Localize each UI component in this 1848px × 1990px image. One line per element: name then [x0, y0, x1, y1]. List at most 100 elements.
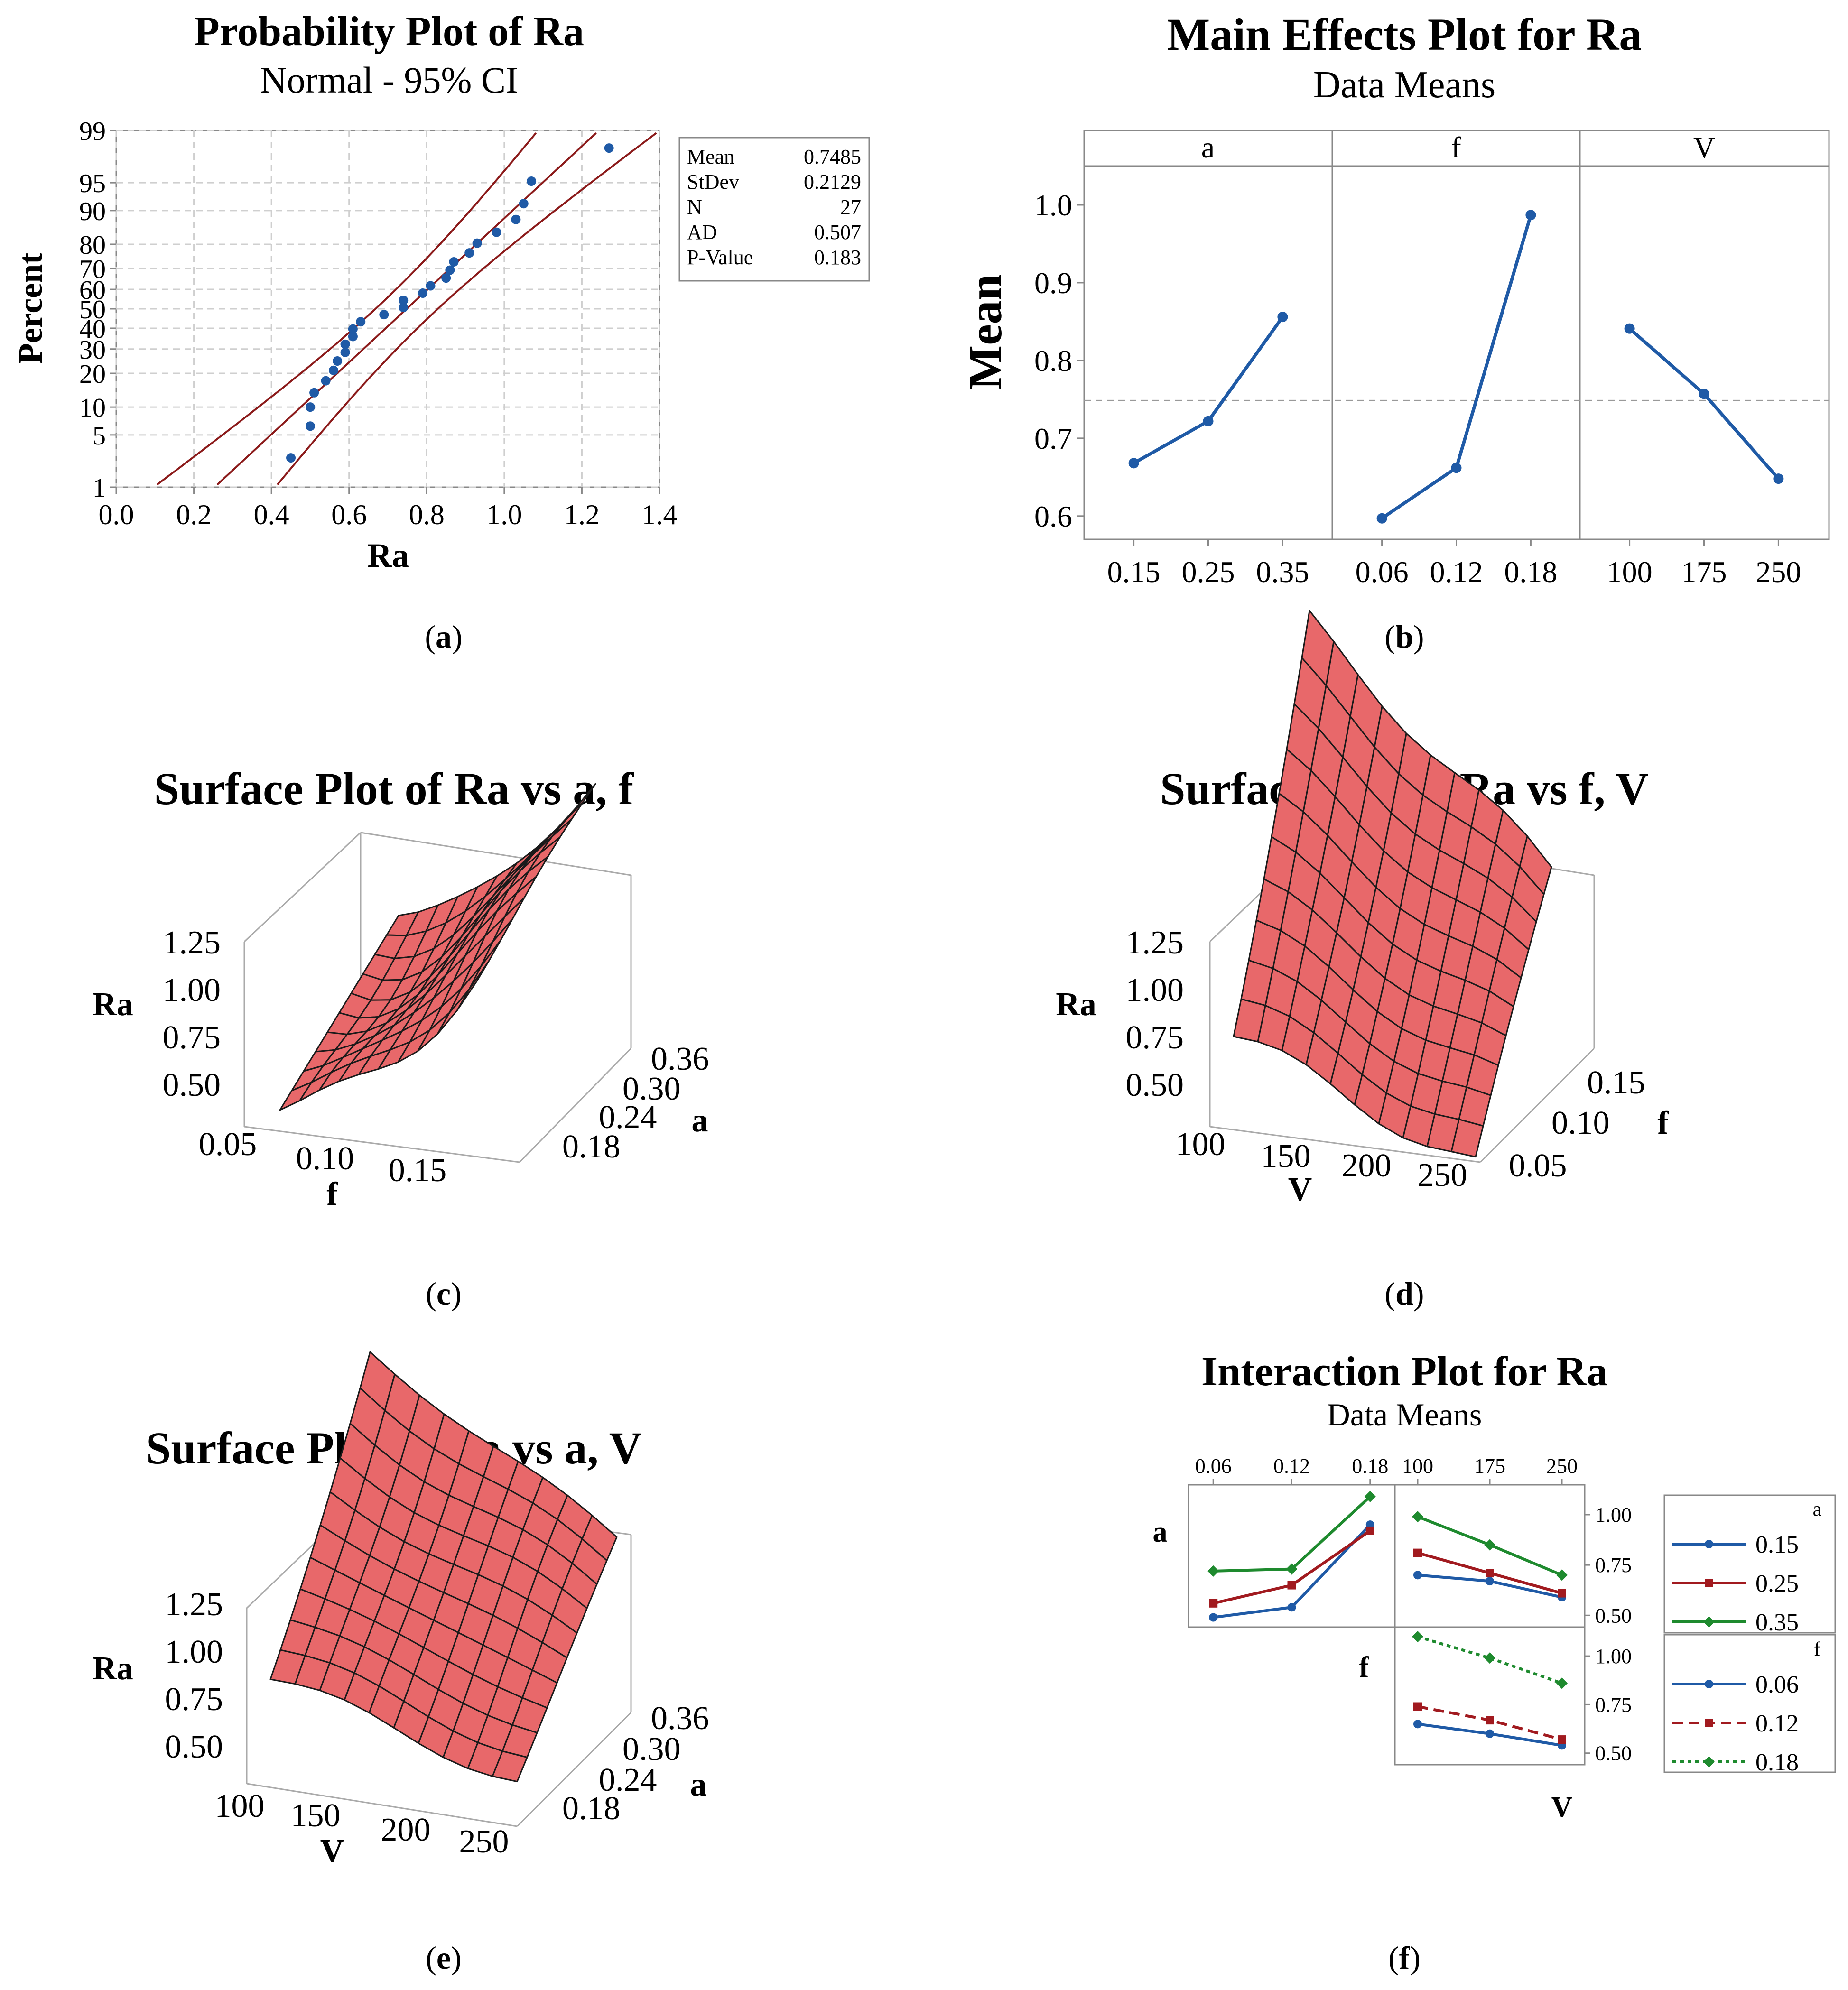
marker-diamond — [1286, 1563, 1298, 1575]
marker-diamond — [1484, 1539, 1495, 1551]
data-point — [340, 347, 350, 357]
y-tick: 0.30 — [622, 1731, 681, 1768]
x-tick-label: 0.35 — [1256, 555, 1309, 589]
x-tick: 200 — [1342, 1148, 1392, 1184]
y-tick: 0.30 — [622, 1071, 681, 1107]
x-tick: 250 — [1418, 1157, 1467, 1194]
x-tick: 0.05 — [199, 1126, 257, 1163]
legend-label: 0.35 — [1755, 1609, 1799, 1636]
data-point — [348, 324, 358, 334]
main-effect-point — [1525, 210, 1536, 221]
marker-square — [1486, 1569, 1494, 1578]
panel-d-y-ticks: 0.15 0.10 0.05 — [1509, 1064, 1645, 1184]
ci-lower-line — [277, 132, 657, 485]
panel-c-x-label: f — [326, 1176, 338, 1213]
panel-f-title: Interaction Plot for Ra — [1201, 1349, 1607, 1395]
right-y-tick: 0.50 — [1595, 1604, 1632, 1627]
marker-square — [1558, 1589, 1566, 1598]
ci-upper-line — [156, 132, 537, 486]
panel-e-y-ticks: 0.36 0.30 0.24 0.18 — [562, 1700, 709, 1827]
panel-b-caption: (b) — [1384, 619, 1424, 655]
panel-b-letter: b — [1395, 619, 1413, 655]
panel-d-x-ticks: 100 150 200 250 — [1176, 1126, 1467, 1194]
z-tick: 0.75 — [1126, 1019, 1184, 1056]
main-effect-point — [1624, 323, 1635, 334]
top-x-tick-V: 250 — [1546, 1454, 1578, 1478]
facet-header-f: f — [1451, 130, 1461, 164]
panel-d-letter: d — [1395, 1276, 1413, 1312]
panel-e-z-ticks: 1.25 1.00 0.75 0.50 — [165, 1586, 223, 1765]
stat-label: Mean — [687, 145, 734, 168]
marker-diamond — [1703, 1616, 1715, 1628]
y-tick-label: 60 — [79, 276, 106, 305]
y-tick-label: 95 — [79, 169, 106, 198]
y-tick-label: 5 — [93, 421, 106, 451]
y-tick-label: 0.9 — [1034, 266, 1072, 300]
main-effects-panel: Main Effects Plot for Ra Data Means Mean… — [959, 9, 1830, 655]
legend-f-title: f — [1814, 1638, 1820, 1660]
data-point — [445, 265, 455, 275]
y-tick: 0.24 — [599, 1099, 657, 1136]
marker-circle — [1209, 1613, 1218, 1622]
facet-header-V: V — [1693, 130, 1715, 164]
stat-value: 0.183 — [814, 246, 861, 269]
data-point — [333, 356, 343, 366]
z-tick: 1.25 — [165, 1586, 223, 1623]
stat-value: 0.7485 — [804, 145, 861, 168]
panel-c-surface-mesh — [279, 783, 596, 1111]
panel-a-x-label: Ra — [367, 537, 409, 574]
panel-d-caption: (d) — [1384, 1276, 1424, 1312]
y-tick: 0.18 — [562, 1790, 621, 1827]
panel-d-y-label: f — [1657, 1105, 1669, 1141]
legend-label: 0.12 — [1755, 1710, 1799, 1737]
marker-circle — [1486, 1577, 1494, 1586]
panel-b-y-ticks: 0.6 0.7 0.8 0.9 1.0 — [1034, 188, 1084, 533]
marker-square — [1486, 1716, 1494, 1725]
panel-a-gridlines — [115, 130, 660, 488]
x-tick: 150 — [1261, 1138, 1311, 1175]
marker-diamond — [1556, 1677, 1568, 1689]
marker-circle — [1705, 1680, 1713, 1688]
probability-plot-panel: Probability Plot of Ra Normal - 95% CI 1… — [11, 9, 870, 655]
main-effect-line-V — [1628, 327, 1780, 480]
data-point — [356, 317, 366, 327]
main-effect-point — [1128, 458, 1139, 469]
facet-header-a: a — [1201, 130, 1215, 164]
y-tick-label: 40 — [79, 315, 106, 344]
panel-f-axes-ticks: 0.06 0.12 0.18 100 175 250 0.50 0.75 1.00 0.50 0.7… — [1195, 1454, 1632, 1765]
marker-diamond — [1364, 1490, 1376, 1502]
interaction-line — [1213, 1495, 1371, 1573]
panel-a-y-label: Percent — [11, 253, 49, 364]
panel-f-series — [1207, 1490, 1568, 1750]
x-tick: 0.10 — [296, 1140, 354, 1177]
main-effect-point — [1699, 389, 1709, 399]
marker-square — [1365, 1526, 1374, 1535]
marker-square — [1705, 1719, 1713, 1727]
main-effect-point — [1277, 312, 1288, 323]
panel-d-z-label: Ra — [1056, 986, 1096, 1023]
panel-b-y-label: Mean — [959, 274, 1012, 390]
stats-box: Mean 0.7485 StDev 0.2129 N 27 AD 0.507 P-Value 0.… — [678, 137, 870, 282]
interaction-cell-f-V — [1394, 1626, 1586, 1766]
panel-e-surface-mesh — [269, 1351, 618, 1783]
data-point — [472, 238, 482, 248]
legend-label: 0.06 — [1755, 1671, 1799, 1698]
stat-label: StDev — [687, 170, 739, 194]
top-x-tick-f: 0.06 — [1195, 1454, 1232, 1478]
right-y-tick: 1.00 — [1595, 1503, 1632, 1527]
panel-d-z-ticks: 1.25 1.00 0.75 0.50 — [1126, 925, 1184, 1103]
marker-square — [1413, 1548, 1422, 1557]
marker-circle — [1413, 1571, 1422, 1580]
panel-c-x-ticks: 0.05 0.10 0.15 — [199, 1126, 447, 1189]
panel-b-frame — [1083, 130, 1830, 540]
marker-diamond — [1207, 1565, 1219, 1577]
x-tick-label: 0.25 — [1182, 555, 1235, 589]
marker-square — [1287, 1581, 1296, 1590]
z-tick: 0.50 — [163, 1067, 221, 1103]
marker-square — [1705, 1579, 1713, 1587]
y-tick: 0.15 — [1587, 1064, 1645, 1101]
row-label-a: a — [1153, 1516, 1168, 1548]
x-tick: 250 — [459, 1823, 509, 1860]
y-tick: 0.36 — [651, 1700, 709, 1737]
interaction-plot-panel: Interaction Plot for Ra Data Means a f V… — [1153, 1349, 1836, 1976]
